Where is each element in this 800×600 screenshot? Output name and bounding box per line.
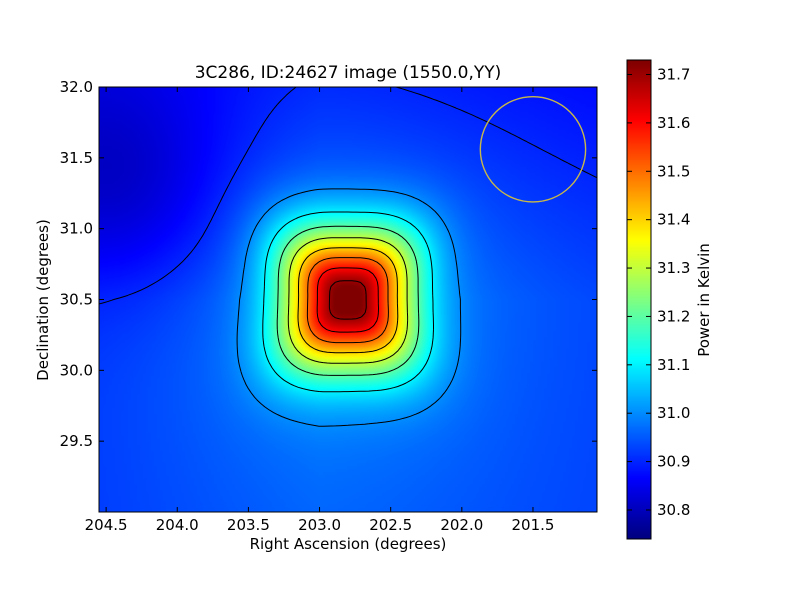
colorbar-gradient [627,60,651,539]
y-tick-label: 32.0 [60,78,93,96]
x-axis-label: Right Ascension (degrees) [250,535,447,553]
colorbar-tick-label: 31.0 [657,404,690,422]
y-tick-label: 30.5 [60,291,93,309]
x-tick-label: 202.0 [440,516,483,534]
y-tick-label: 31.5 [60,149,93,167]
colorbar-tick-label: 31.5 [657,162,690,180]
colorbar-tick-label: 31.2 [657,307,690,325]
x-axis-ticks: 204.5 204.0 203.5 203.0 202.5 202.0 201.5 [85,87,554,534]
contour-level-1 [99,87,597,305]
contour-level-2 [236,188,462,427]
x-tick-label: 204.0 [156,516,199,534]
x-tick-label: 202.5 [369,516,412,534]
colorbar-label: Power in Kelvin [695,243,713,357]
colorbar-tick-label: 31.7 [657,66,690,84]
chart-title: 3C286, ID:24627 image (1550.0,YY) [195,63,502,83]
y-axis-label: Declination (degrees) [34,219,52,381]
colorbar-tick-label: 31.4 [657,211,690,229]
colorbar-tick-label: 30.8 [657,501,690,519]
contour-level-5 [287,237,409,364]
colorbar-ticks: 30.8 30.9 31.0 31.1 31.2 31.3 31.4 31.5 31.6 31.7 [627,66,690,519]
colorbar-tick-label: 31.1 [657,356,690,374]
heatmap-area [99,87,597,512]
y-axis-ticks: 29.5 30.0 30.5 31.0 31.5 32.0 [60,78,597,450]
colorbar: 30.8 30.9 31.0 31.1 31.2 31.3 31.4 31.5 31.6 31.7… [626,59,713,540]
y-tick-label: 29.5 [60,432,93,450]
x-tick-label: 201.5 [511,516,554,534]
beam-circle [479,95,587,203]
y-tick-label: 30.0 [60,361,93,379]
colorbar-tick-label: 31.3 [657,259,690,277]
y-tick-label: 31.0 [60,220,93,238]
heatmap-image [99,87,597,512]
colorbar-frame [626,59,652,540]
contour-level-7 [306,257,389,344]
contour-level-8 [316,267,379,333]
contour-lines [99,87,597,427]
colorbar-tick-label: 30.9 [657,453,690,471]
contour-level-9 [328,280,367,320]
x-tick-label: 203.0 [298,516,341,534]
x-tick-label: 204.5 [85,516,128,534]
contour-level-6 [297,247,399,354]
contour-level-3 [262,211,434,393]
contour-level-4 [276,225,420,376]
x-tick-label: 203.5 [227,516,270,534]
colorbar-tick-label: 31.6 [657,114,690,132]
